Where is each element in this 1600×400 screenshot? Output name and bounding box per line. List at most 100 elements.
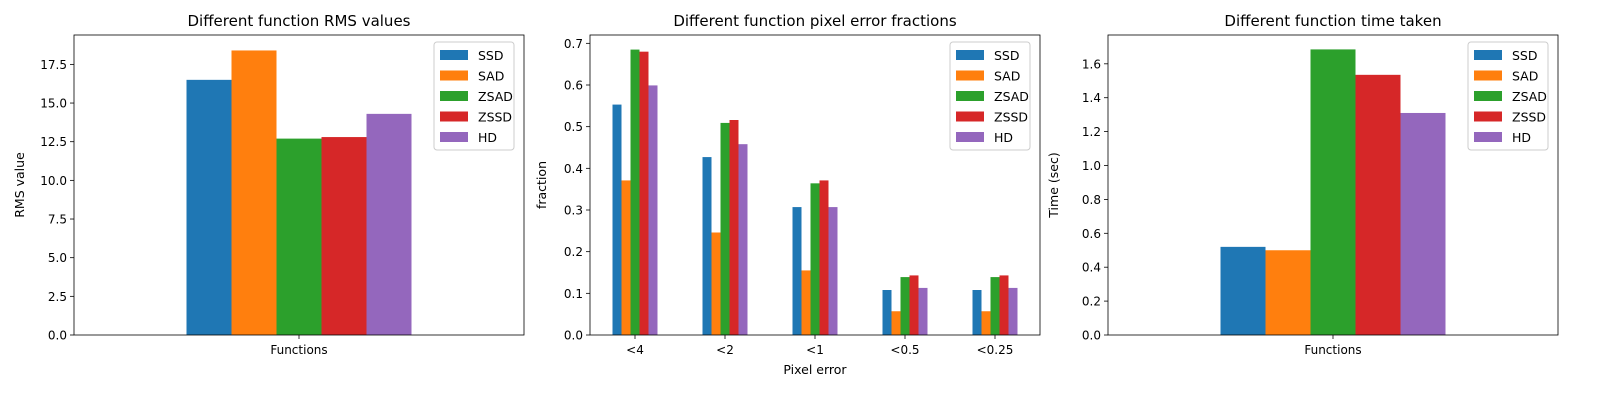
legend-swatch-zssd	[956, 111, 984, 122]
legend-label: SSD	[1512, 48, 1538, 63]
bar-zssd-0	[1355, 74, 1401, 335]
legend-swatch-hd	[440, 132, 468, 142]
x-tick-label: <4	[626, 343, 644, 357]
bar-zsad-0	[276, 138, 322, 335]
plot-frame	[589, 34, 1041, 336]
legend: SSD SAD ZSAD ZSSD HD	[1467, 41, 1549, 151]
x-tick-label: <0.25	[977, 343, 1014, 357]
bar-zsad-1	[720, 122, 730, 336]
bar-sad-0	[621, 180, 631, 335]
legend-label: ZSAD	[1512, 89, 1547, 104]
y-tick-label: 15.0	[40, 97, 67, 111]
legend-label: ZSSD	[994, 110, 1028, 125]
y-tick-label: 0.6	[1082, 227, 1101, 241]
x-tick-label: Functions	[270, 343, 327, 357]
plot-frame	[1107, 34, 1559, 336]
y-tick-label: 0.7	[564, 37, 583, 51]
y-tick-label: 0.4	[1082, 261, 1101, 275]
y-tick-label: 0.3	[564, 204, 583, 218]
legend-label: SSD	[478, 48, 504, 63]
legend-label: ZSAD	[478, 89, 513, 104]
y-tick-label: 2.5	[48, 290, 67, 304]
bar-zsad-2	[810, 183, 820, 335]
y-tick-label: 1.0	[1082, 159, 1101, 173]
legend-frame	[949, 41, 1031, 151]
legend-swatch-ssd	[440, 50, 468, 60]
y-tick-label: 12.5	[40, 135, 67, 149]
y-tick-label: 17.5	[40, 58, 67, 72]
y-tick-label: 1.6	[1082, 57, 1101, 71]
bar-hd-4	[1008, 287, 1018, 335]
legend-swatch-hd	[956, 132, 984, 142]
legend-label: HD	[1512, 130, 1531, 145]
legend-label: SAD	[478, 69, 504, 84]
y-tick-label: 7.5	[48, 213, 67, 227]
chart-title: Different function RMS values	[188, 12, 411, 30]
legend-swatch-zssd	[440, 111, 468, 122]
chart-1: <4 <2 <1 <0.5 <0.25 0.0 0.1 0.2 0.3 0.4 0.5 0.6 0.7 D…	[534, 12, 1041, 377]
x-axis-label: Pixel error	[783, 362, 847, 377]
legend-swatch-zssd	[1474, 111, 1502, 122]
bar-sad-1	[711, 232, 721, 335]
chart-title: Different function pixel error fractions	[673, 12, 957, 30]
y-tick-label: 1.2	[1082, 125, 1101, 139]
bar-zssd-0	[321, 137, 367, 335]
legend-swatch-sad	[440, 70, 468, 81]
bar-sad-0	[1265, 250, 1311, 335]
y-tick-label: 0.2	[1082, 295, 1101, 309]
y-axis-label: fraction	[534, 161, 549, 209]
y-tick-label: 10.0	[40, 174, 67, 188]
legend-frame	[1467, 41, 1549, 151]
legend-label: ZSSD	[478, 110, 512, 125]
bar-hd-1	[738, 144, 748, 335]
legend-swatch-hd	[1474, 132, 1502, 142]
bar-hd-0	[648, 85, 658, 336]
bar-zssd-4	[999, 275, 1009, 335]
bar-ssd-1	[702, 157, 712, 335]
y-axis-label: RMS value	[12, 152, 27, 218]
y-tick-label: 0.1	[564, 287, 583, 301]
bar-ssd-0	[612, 104, 622, 335]
y-tick-label: 0.0	[48, 329, 67, 343]
bar-hd-3	[918, 287, 928, 335]
y-tick-label: 1.4	[1082, 91, 1101, 105]
legend-label: HD	[994, 130, 1013, 145]
legend-label: ZSAD	[994, 89, 1029, 104]
bar-sad-4	[981, 311, 991, 335]
y-tick-label: 0.0	[1082, 329, 1101, 343]
y-tick-label: 0.4	[564, 162, 583, 176]
bar-zssd-1	[729, 120, 739, 335]
bar-sad-3	[891, 311, 901, 335]
y-tick-label: 5.0	[48, 251, 67, 265]
bar-hd-2	[828, 207, 838, 335]
y-tick-label: 0.6	[564, 79, 583, 93]
bar-ssd-2	[792, 207, 802, 335]
bar-zsad-0	[630, 49, 640, 335]
y-axis-label: Time (sec)	[1046, 152, 1061, 218]
legend-label: SSD	[994, 48, 1020, 63]
legend: SSD SAD ZSAD ZSSD HD	[433, 41, 515, 151]
legend-swatch-ssd	[956, 50, 984, 60]
legend-label: SAD	[1512, 69, 1538, 84]
legend-frame	[433, 41, 515, 151]
y-tick-label: 0.0	[564, 329, 583, 343]
legend-swatch-zsad	[956, 91, 984, 101]
legend-label: ZSSD	[1512, 110, 1546, 125]
bar-ssd-0	[186, 79, 232, 335]
legend-swatch-sad	[956, 70, 984, 81]
bar-hd-0	[1400, 112, 1446, 336]
bar-zssd-2	[819, 180, 829, 335]
legend-swatch-ssd	[1474, 50, 1502, 60]
bar-zssd-0	[639, 51, 649, 336]
bar-zsad-4	[990, 277, 1000, 335]
y-tick-label: 0.8	[1082, 193, 1101, 207]
bar-zsad-3	[900, 277, 910, 335]
bar-ssd-0	[1220, 246, 1266, 335]
legend-swatch-zsad	[440, 91, 468, 101]
x-tick-label: <2	[716, 343, 734, 357]
bar-sad-0	[231, 50, 277, 335]
plot-frame	[73, 34, 525, 336]
bar-ssd-4	[972, 290, 982, 335]
bar-zssd-3	[909, 275, 919, 335]
